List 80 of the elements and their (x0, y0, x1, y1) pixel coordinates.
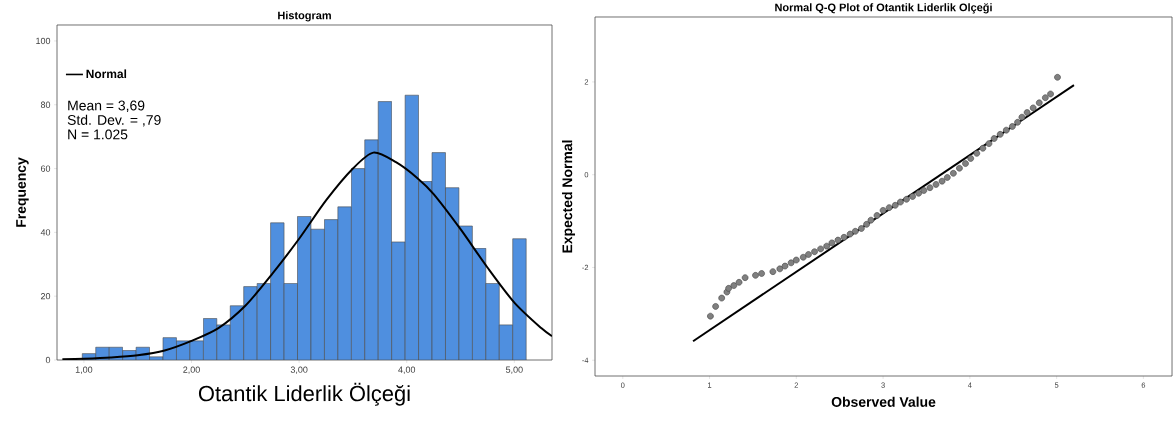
point (950, 170, 957, 177)
y-tick-label: 0 (45, 356, 51, 364)
point (1047, 90, 1054, 98)
point (879, 207, 887, 214)
point (828, 239, 836, 247)
point (1054, 74, 1061, 81)
annotation: Std. Dev. = ,79 (67, 114, 161, 127)
point (776, 265, 784, 273)
point (1029, 104, 1037, 112)
legend-label: Normal (86, 69, 127, 79)
point (712, 303, 719, 310)
point (1018, 113, 1026, 121)
point (811, 248, 818, 255)
point (730, 282, 738, 289)
point (741, 274, 749, 281)
point (938, 177, 946, 185)
y-tick-label: 80 (40, 101, 51, 108)
point (758, 270, 765, 277)
point (823, 242, 830, 250)
y-axis-title: Frequency (16, 157, 29, 227)
point (787, 259, 795, 267)
point (885, 204, 893, 211)
point (799, 253, 807, 261)
x-tick-label: 4,00 (398, 366, 416, 374)
point (817, 245, 824, 253)
point (781, 262, 789, 270)
y-tick-label: 100 (36, 37, 51, 45)
point (718, 294, 725, 302)
point (962, 160, 969, 167)
y-tick-label: 60 (40, 165, 51, 172)
annotation: N = 1.025 (68, 129, 128, 140)
point (897, 198, 904, 206)
line-series (61, 151, 552, 360)
point (846, 230, 854, 238)
point (1042, 94, 1049, 101)
point (840, 234, 848, 241)
point (926, 184, 934, 191)
point (1003, 126, 1010, 134)
point (944, 174, 951, 181)
x-axis-title: Otantik Liderlik Ölçeği (198, 382, 410, 406)
point (735, 279, 743, 286)
point (707, 312, 714, 320)
point (920, 187, 928, 194)
point (956, 164, 963, 172)
point (1035, 99, 1043, 107)
point (852, 228, 859, 235)
point (909, 193, 916, 200)
point (725, 285, 732, 292)
x-tick-label: 5,00 (505, 366, 523, 374)
x-tick-label: 1,00 (75, 366, 93, 374)
point (973, 150, 981, 157)
x-tick-label: 2,00 (183, 366, 200, 374)
point (805, 251, 812, 258)
x-axis-title: Observed Value (831, 396, 936, 407)
point (967, 155, 974, 162)
point (903, 195, 910, 203)
x-tick-label: 3,00 (290, 366, 308, 374)
point (793, 256, 800, 264)
point (979, 144, 987, 152)
point (891, 202, 899, 209)
point (1023, 109, 1031, 116)
chart-title: Normal Q-Q Plot of Otantik Liderlik Olçeği (775, 3, 992, 14)
point (915, 189, 922, 197)
point (867, 216, 875, 224)
y-tick-label: 20 (40, 293, 51, 300)
point (1014, 119, 1021, 126)
point (1009, 123, 1016, 130)
point (996, 131, 1004, 138)
y-axis-title: Expected Normal (562, 140, 576, 253)
point (858, 225, 865, 232)
point (873, 212, 881, 219)
y-tick-label: 40 (40, 229, 51, 236)
point (834, 236, 842, 244)
point (932, 181, 940, 188)
point (752, 272, 759, 279)
point (985, 140, 993, 147)
annotation: Mean = 3,69 (68, 100, 145, 113)
chart-title: Histogram (278, 11, 331, 22)
point (990, 135, 998, 142)
point (769, 268, 777, 275)
